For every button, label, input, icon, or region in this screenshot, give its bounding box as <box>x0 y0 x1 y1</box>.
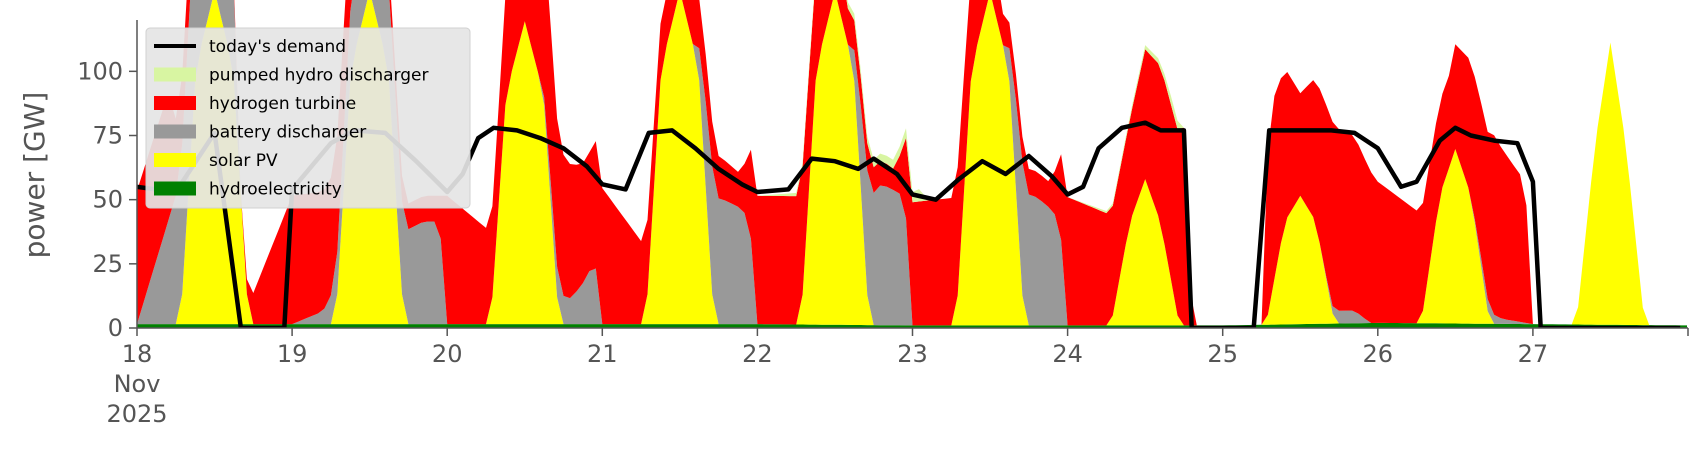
x-tick-label: 19 <box>277 340 308 368</box>
legend: today's demand pumped hydro discharger hyd… <box>145 27 471 209</box>
x-tick-label: 22 <box>742 340 773 368</box>
stacked-areas <box>137 0 1687 328</box>
legend-swatch <box>154 181 196 196</box>
x-tick-label: 20 <box>432 340 463 368</box>
legend-label: solar PV <box>209 151 278 171</box>
area-solar-pv <box>137 0 1687 326</box>
area-hydrogen-turbine <box>137 0 1687 326</box>
legend-label: today's demand <box>209 37 346 57</box>
legend-swatch <box>154 124 196 139</box>
legend-swatch <box>154 153 196 167</box>
y-axis-title: power [GW] <box>18 92 51 259</box>
legend-entry-pumped-hydro-discharger: pumped hydro discharger <box>154 66 428 86</box>
x-tick-label: 25 <box>1207 340 1238 368</box>
y-tick-label: 25 <box>92 250 123 278</box>
y-ticks: 0 25 50 75 100 <box>77 57 137 342</box>
x-tick-label: 24 <box>1052 340 1083 368</box>
legend-entry-today-s-demand: today's demand <box>154 37 346 57</box>
x-tick-label: 23 <box>897 340 928 368</box>
legend-swatch <box>154 67 196 82</box>
legend-entry-hydrogen-turbine: hydrogen turbine <box>154 94 356 114</box>
x-tick-label: 21 <box>587 340 618 368</box>
legend-entry-solar-pv: solar PV <box>154 151 278 171</box>
legend-label: pumped hydro discharger <box>209 66 428 86</box>
legend-swatch <box>154 96 196 110</box>
legend-label: battery discharger <box>209 123 366 143</box>
legend-label: hydrogen turbine <box>209 94 356 114</box>
plot-area <box>137 0 1687 328</box>
legend-frame <box>145 27 471 209</box>
x-tick-label: 27 <box>1518 340 1549 368</box>
y-tick-label: 0 <box>108 314 123 342</box>
x-tick-month-label: Nov <box>114 370 161 398</box>
legend-entry-hydroelectricity: hydroelectricity <box>154 180 342 200</box>
y-tick-label: 50 <box>92 186 123 214</box>
y-tick-label: 75 <box>92 122 123 150</box>
x-tick-label: 26 <box>1363 340 1394 368</box>
y-tick-label: 100 <box>77 57 123 85</box>
legend-entry-battery-discharger: battery discharger <box>154 123 366 143</box>
legend-label: hydroelectricity <box>209 180 342 200</box>
x-tick-year-label: 2025 <box>106 400 167 428</box>
x-tick-label: 18 <box>122 340 153 368</box>
area-hydroelectricity <box>137 322 1687 328</box>
